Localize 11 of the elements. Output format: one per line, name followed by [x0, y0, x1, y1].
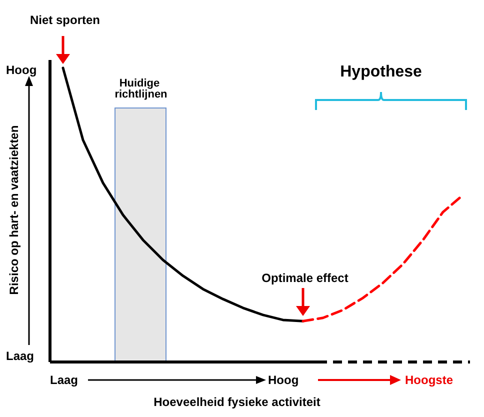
annotation: Huidige richtlijnen: [114, 78, 168, 100]
annotation: Optimale effect: [262, 271, 348, 285]
text: Hoogste: [405, 373, 454, 387]
x-axis-title: Hoeveelheid fysieke activiteit: [154, 395, 320, 409]
annotation: Laag: [6, 349, 34, 363]
y-axis-title: Risico op hart- en vaatziekten: [7, 125, 21, 295]
text: Niet sporten: [30, 13, 100, 27]
annotation: Hoog: [6, 63, 37, 77]
text: Hoog: [268, 373, 299, 387]
annotation: Hypothese: [340, 64, 422, 80]
text: Laag: [50, 373, 78, 387]
